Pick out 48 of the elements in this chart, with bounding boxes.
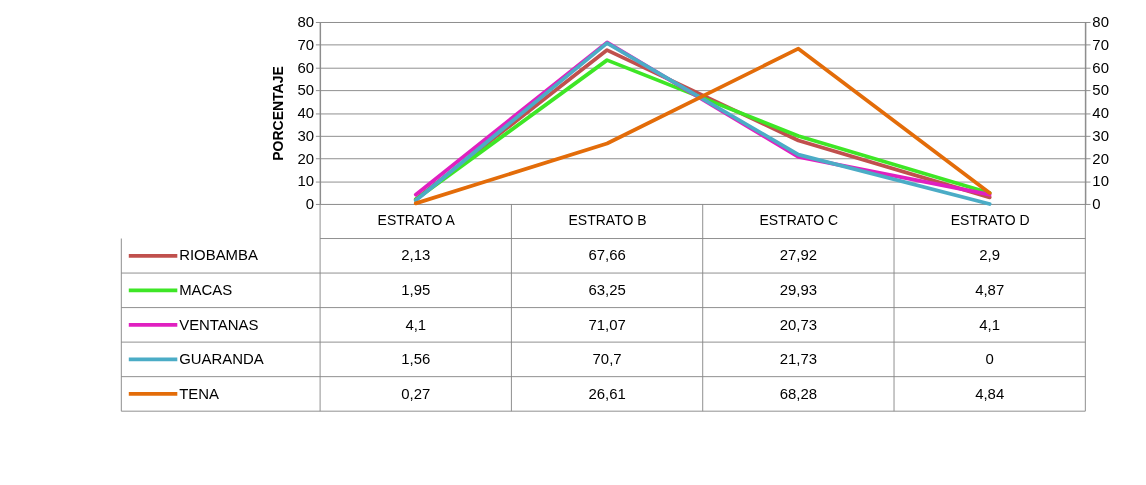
y2-tick-label: 80 [1092, 13, 1109, 31]
data-label: 27,92 [779, 246, 818, 264]
y2-tick-label: 0 [1092, 195, 1101, 213]
y-tick-label: 10 [297, 172, 315, 190]
x-tick-label: ESTRATO B [568, 212, 647, 228]
data-label: 29,93 [779, 280, 818, 298]
x-tick-label: ESTRATO D [950, 212, 1030, 228]
data-label: 70,7 [592, 350, 622, 368]
y2-tick-label: 10 [1092, 172, 1109, 190]
y-tick-label: 80 [297, 13, 315, 31]
y2-tick-label: 20 [1092, 149, 1109, 167]
y2-tick-label: 70 [1092, 35, 1109, 53]
data-label: 1,56 [401, 350, 431, 368]
legend-label: VENTANAS [179, 315, 259, 333]
data-label: 67,66 [588, 246, 626, 264]
data-label: 4,87 [975, 280, 1005, 298]
data-label: 2,13 [401, 246, 431, 264]
y-tick-label: 40 [297, 104, 315, 122]
data-label: 4,84 [975, 384, 1005, 402]
data-label: 0,27 [401, 384, 431, 402]
data-label: 4,1 [979, 315, 1001, 333]
x-tick-label: ESTRATO C [759, 212, 839, 228]
y2-tick-label: 30 [1092, 126, 1109, 144]
data-label: 4,1 [405, 315, 427, 333]
data-label: 26,61 [588, 384, 626, 402]
y-tick-label: 70 [297, 35, 315, 53]
data-label: 21,73 [779, 350, 818, 368]
y2-tick-label: 50 [1092, 81, 1109, 99]
legend-label: TENA [179, 384, 220, 402]
data-label: 2,9 [979, 246, 1001, 264]
y-tick-label: 30 [297, 126, 315, 144]
legend-label: GUARANDA [179, 350, 264, 368]
data-label: 68,28 [779, 384, 818, 402]
legend-label: MACAS [179, 280, 233, 298]
y-axis-title: PORCENTAJE [270, 66, 287, 161]
y2-tick-label: 40 [1092, 104, 1109, 122]
y-tick-label: 60 [297, 58, 315, 76]
legend-label: RIOBAMBA [179, 246, 258, 264]
data-label: 1,95 [401, 280, 431, 298]
data-label: 20,73 [779, 315, 818, 333]
data-label: 0 [985, 350, 994, 368]
y2-tick-label: 60 [1092, 58, 1109, 76]
y-tick-label: 0 [305, 195, 315, 213]
data-label: 71,07 [588, 315, 626, 333]
x-tick-label: ESTRATO A [377, 212, 456, 228]
y-tick-label: 50 [297, 81, 315, 99]
data-label: 63,25 [588, 280, 626, 298]
y-tick-label: 20 [297, 149, 315, 167]
